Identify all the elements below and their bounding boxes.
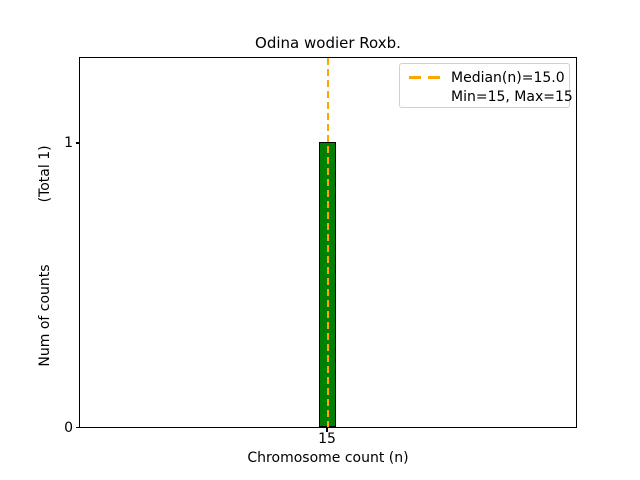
legend-median-label: Median(n)=15.0 <box>451 69 565 86</box>
y-tick-mark-1 <box>75 142 79 144</box>
legend-box: Median(n)=15.0 Min=15, Max=15 <box>399 63 573 108</box>
chart-title: Odina wodier Roxb. <box>255 34 401 52</box>
y-axis-label-total: (Total 1) <box>37 145 53 203</box>
y-tick-label-0: 0 <box>64 419 73 436</box>
median-dashed-line <box>326 58 330 427</box>
x-tick-label-15: 15 <box>318 431 336 447</box>
legend-row-median: Median(n)=15.0 <box>409 68 565 87</box>
plot-area <box>79 57 577 428</box>
y-tick-label-1: 1 <box>64 135 73 151</box>
x-axis-label: Chromosome count (n) <box>247 450 409 466</box>
x-tick-mark-15 <box>326 428 328 432</box>
legend-minmax-label: Min=15, Max=15 <box>451 88 573 105</box>
median-line-legend-swatch-icon <box>409 75 440 80</box>
legend-row-minmax: Min=15, Max=15 <box>409 87 573 106</box>
y-tick-mark-0 <box>75 426 79 428</box>
y-axis-label-main: Num of counts <box>37 264 53 367</box>
y-axis-label: Num of counts (Total 1) <box>36 96 54 416</box>
